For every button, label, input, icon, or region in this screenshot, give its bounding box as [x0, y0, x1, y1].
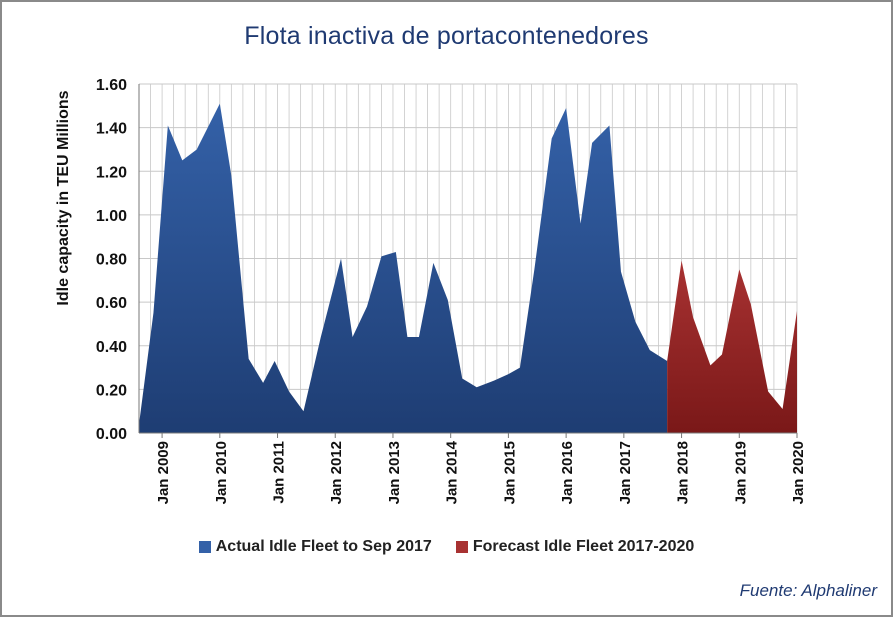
x-tick-label: Jan 2016 — [559, 441, 576, 504]
y-tick-label: 1.00 — [96, 208, 127, 225]
legend-item-actual: Actual Idle Fleet to Sep 2017 — [198, 538, 432, 556]
area-actual — [139, 103, 668, 433]
legend: Actual Idle Fleet to Sep 2017 Forecast I… — [2, 538, 891, 556]
axes — [138, 84, 797, 434]
legend-swatch-actual — [198, 541, 211, 553]
y-tick-label: 0.20 — [96, 382, 127, 399]
x-tick-label: Jan 2011 — [271, 441, 288, 504]
x-tick-label: Jan 2018 — [675, 441, 692, 504]
y-tick-label: 1.60 — [96, 77, 127, 94]
y-tick-label: 0.00 — [96, 426, 127, 443]
y-axis-label: Idle capacity in TEU Millions — [55, 90, 72, 305]
series-areas — [139, 103, 797, 433]
y-tick-label: 0.40 — [96, 339, 127, 356]
x-tick-label: Jan 2010 — [213, 441, 230, 504]
legend-label-forecast: Forecast Idle Fleet 2017-2020 — [472, 538, 695, 555]
y-tick-label: 0.80 — [96, 252, 127, 269]
chart-title: Flota inactiva de portacontenedores — [244, 22, 649, 50]
x-tick-label: Jan 2017 — [617, 441, 634, 504]
x-tick-label: Jan 2015 — [501, 441, 518, 504]
x-tick-label: Jan 2019 — [732, 441, 749, 504]
y-tick-labels: 0.00 0.20 0.40 0.60 0.80 1.00 1.20 1.40 1.60 — [96, 77, 127, 443]
x-tick-label: Jan 2020 — [790, 441, 807, 504]
x-tick-labels: Jan 2009 Jan 2010 Jan 2011 Jan 2012 Jan 2013… — [155, 433, 807, 504]
legend-label-actual: Actual Idle Fleet to Sep 2017 — [215, 538, 432, 555]
source-credit: Fuente: Alphaliner — [739, 581, 877, 600]
legend-swatch-forecast — [455, 541, 468, 553]
x-tick-label: Jan 2012 — [328, 441, 345, 504]
y-tick-label: 0.60 — [96, 295, 127, 312]
x-tick-label: Jan 2009 — [155, 441, 172, 504]
legend-item-forecast: Forecast Idle Fleet 2017-2020 — [455, 538, 695, 556]
area-forecast — [667, 260, 797, 433]
x-tick-label: Jan 2013 — [386, 441, 403, 504]
y-tick-label: 1.40 — [96, 121, 127, 138]
x-tick-label: Jan 2014 — [444, 440, 461, 504]
y-tick-label: 1.20 — [96, 164, 127, 181]
